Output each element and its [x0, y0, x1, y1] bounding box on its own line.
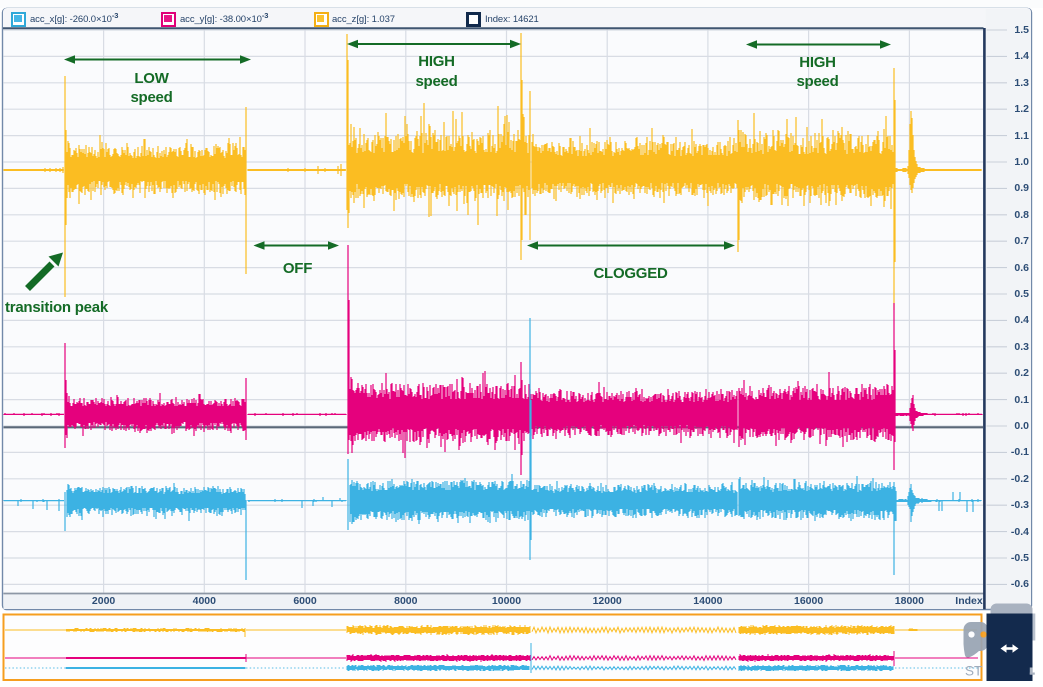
svg-text:ST: ST	[965, 664, 982, 679]
